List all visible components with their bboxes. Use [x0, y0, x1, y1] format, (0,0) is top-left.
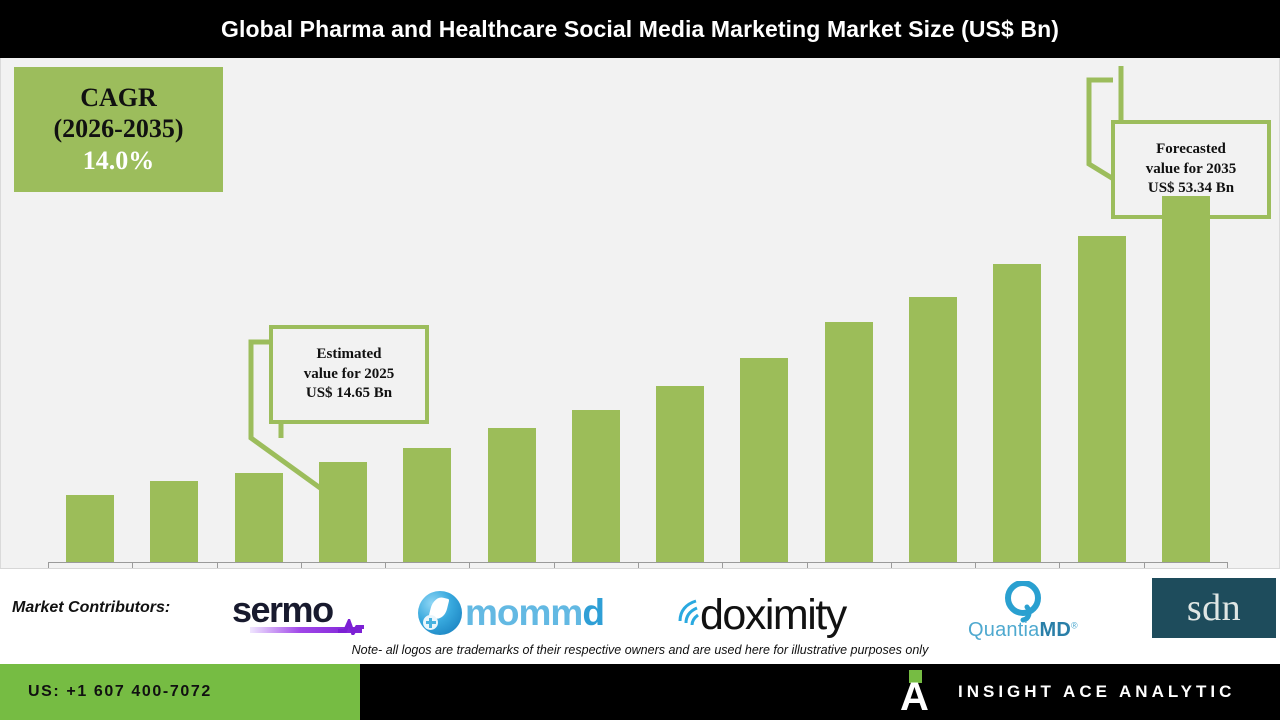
bar-slot	[722, 178, 806, 568]
brand-letter: A	[900, 675, 929, 719]
x-axis-tick	[806, 562, 808, 568]
x-axis-tick	[300, 562, 302, 568]
mommd-globe-icon	[418, 591, 462, 635]
bar-2026[interactable]	[403, 447, 452, 562]
x-axis-line	[48, 562, 1228, 563]
cagr-box: CAGR (2026-2035) 14.0%	[14, 67, 223, 192]
trademark-note: Note- all logos are trademarks of their …	[351, 643, 929, 657]
x-axis-tick	[132, 562, 134, 568]
sdn-logo: sdn	[1152, 578, 1276, 638]
doximity-logo: doximity	[676, 591, 847, 640]
bar-slot	[1059, 178, 1143, 568]
title-bar: Global Pharma and Healthcare Social Medi…	[0, 0, 1280, 58]
mommd-logo: mommd	[418, 591, 605, 635]
x-axis-tick	[1226, 562, 1228, 568]
bar-slot	[975, 178, 1059, 568]
x-axis-tick	[975, 562, 977, 568]
bar-slot	[300, 178, 385, 568]
bar-2030[interactable]	[740, 357, 789, 562]
bar-2022[interactable]	[66, 494, 115, 562]
bar-slot	[806, 178, 891, 568]
forecasted-line-3: US$ 53.34 Bn	[1147, 180, 1235, 197]
cagr-period: (2026-2035)	[53, 114, 184, 144]
forecasted-value-callout: Forecasted value for 2035 US$ 53.34 Bn	[1111, 120, 1271, 219]
bar-2031[interactable]	[824, 322, 873, 562]
bar-slot	[385, 178, 469, 568]
bar-2035[interactable]	[1161, 196, 1210, 562]
x-axis-tick	[48, 562, 49, 568]
estimated-line-2: value for 2025	[303, 365, 395, 382]
bar-2024[interactable]	[234, 472, 283, 562]
bar-slot	[1143, 178, 1228, 568]
x-axis-tick	[216, 562, 218, 568]
forecasted-line-2: value for 2035	[1145, 160, 1237, 177]
cagr-value: 14.0%	[82, 145, 155, 175]
quantiamd-q-icon	[1004, 581, 1041, 623]
page-title: Global Pharma and Healthcare Social Medi…	[221, 15, 1059, 42]
bar-2029[interactable]	[656, 385, 705, 562]
phone-number: US: +1 607 400-7072	[28, 683, 212, 700]
bar-slot	[216, 178, 301, 568]
bar-2025[interactable]	[318, 461, 367, 562]
estimated-line-3: US$ 14.65 Bn	[305, 385, 393, 402]
brand-lockup: A INSIGHT ACE ANALYTIC	[900, 664, 1235, 720]
forecasted-line-1: Forecasted	[1156, 141, 1226, 158]
sermo-wordmark: sermo	[232, 589, 334, 630]
x-axis-tick	[1059, 562, 1061, 568]
bar-series	[48, 178, 1228, 568]
x-axis-tick	[469, 562, 471, 568]
bar-2033[interactable]	[993, 263, 1042, 562]
bar-slot	[637, 178, 722, 568]
market-contributors-strip: Market Contributors: sermo mommd doximit…	[0, 568, 1280, 664]
quantiamd-logo: QuantiaMD®	[968, 581, 1078, 642]
phone-chip[interactable]: US: +1 607 400-7072	[0, 664, 360, 720]
cagr-label: CAGR	[80, 82, 157, 112]
sermo-underline	[250, 627, 362, 633]
x-axis-tick	[890, 562, 892, 568]
mommd-wordmark: mommd	[465, 592, 605, 633]
brand-name: INSIGHT ACE ANALYTIC	[958, 682, 1236, 701]
bar-2028[interactable]	[571, 409, 620, 562]
quantiamd-wordmark: QuantiaMD®	[968, 619, 1078, 641]
chart-panel: CAGR (2026-2035) 14.0% Estimated value f…	[0, 58, 1280, 587]
bar-2023[interactable]	[150, 481, 199, 562]
sdn-wordmark: sdn	[1186, 587, 1242, 629]
bar-slot	[553, 178, 638, 568]
estimated-line-1: Estimated	[316, 346, 382, 363]
estimated-value-callout: Estimated value for 2025 US$ 14.65 Bn	[269, 325, 429, 424]
bar-slot	[890, 178, 975, 568]
bar-slot	[132, 178, 216, 568]
footer-bar: US: +1 607 400-7072 A INSIGHT ACE ANALYT…	[0, 664, 1280, 720]
x-axis-tick	[1143, 562, 1145, 568]
sermo-pulse-icon	[338, 619, 364, 635]
x-axis-tick	[722, 562, 724, 568]
doximity-signal-icon	[678, 599, 699, 625]
x-axis-tick	[553, 562, 555, 568]
x-axis-tick	[637, 562, 639, 568]
bar-2027[interactable]	[487, 428, 536, 562]
x-axis-tick	[385, 562, 387, 568]
bar-slot	[48, 178, 132, 568]
bar-2034[interactable]	[1077, 235, 1126, 562]
market-contributors-label: Market Contributors:	[12, 599, 171, 616]
bar-slot	[469, 178, 553, 568]
doximity-wordmark: doximity	[700, 591, 847, 639]
sermo-logo: sermo	[232, 589, 364, 635]
bar-2032[interactable]	[908, 297, 957, 562]
insight-ace-logo-icon: A	[900, 670, 940, 719]
plot-area	[48, 178, 1228, 568]
